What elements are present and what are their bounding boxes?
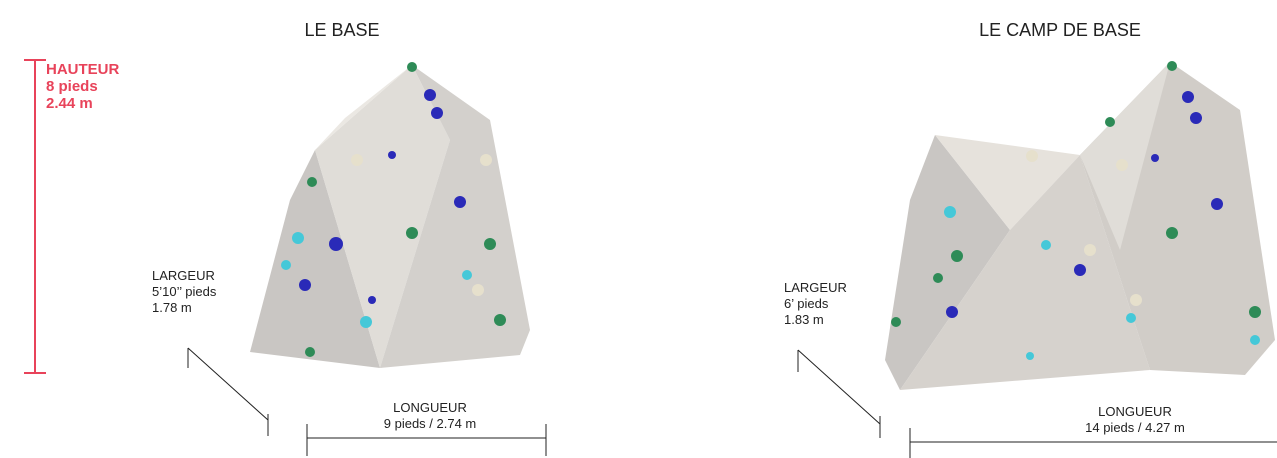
width-imperial: 6’ pieds [784,296,829,311]
width-label: LARGEUR [784,280,847,295]
height-imperial: 8 pieds [46,78,98,95]
wall-illustration [885,61,1275,390]
wall-title: LE BASE [304,20,379,40]
length-label: LONGUEUR [1098,404,1172,419]
height-indicator: HAUTEUR 8 pieds 2.44 m [24,59,119,374]
height-label: HAUTEUR [46,61,119,78]
width-dimension: LARGEUR 6’ pieds 1.83 m [784,280,881,438]
length-label: LONGUEUR [393,400,467,415]
length-dimension: LONGUEUR 14 pieds / 4.27 m [909,404,1277,458]
width-metric: 1.83 m [784,312,824,327]
length-value: 14 pieds / 4.27 m [1085,420,1185,435]
width-label: LARGEUR [152,268,215,283]
length-dimension: LONGUEUR 9 pieds / 2.74 m [306,400,547,456]
width-dimension: LARGEUR 5’10’’ pieds 1.78 m [152,268,269,436]
width-metric: 1.78 m [152,300,192,315]
height-metric: 2.44 m [46,95,93,112]
wall-title: LE CAMP DE BASE [979,20,1141,40]
width-imperial: 5’10’’ pieds [152,284,217,299]
wall-illustration [250,62,530,368]
length-value: 9 pieds / 2.74 m [384,416,477,431]
